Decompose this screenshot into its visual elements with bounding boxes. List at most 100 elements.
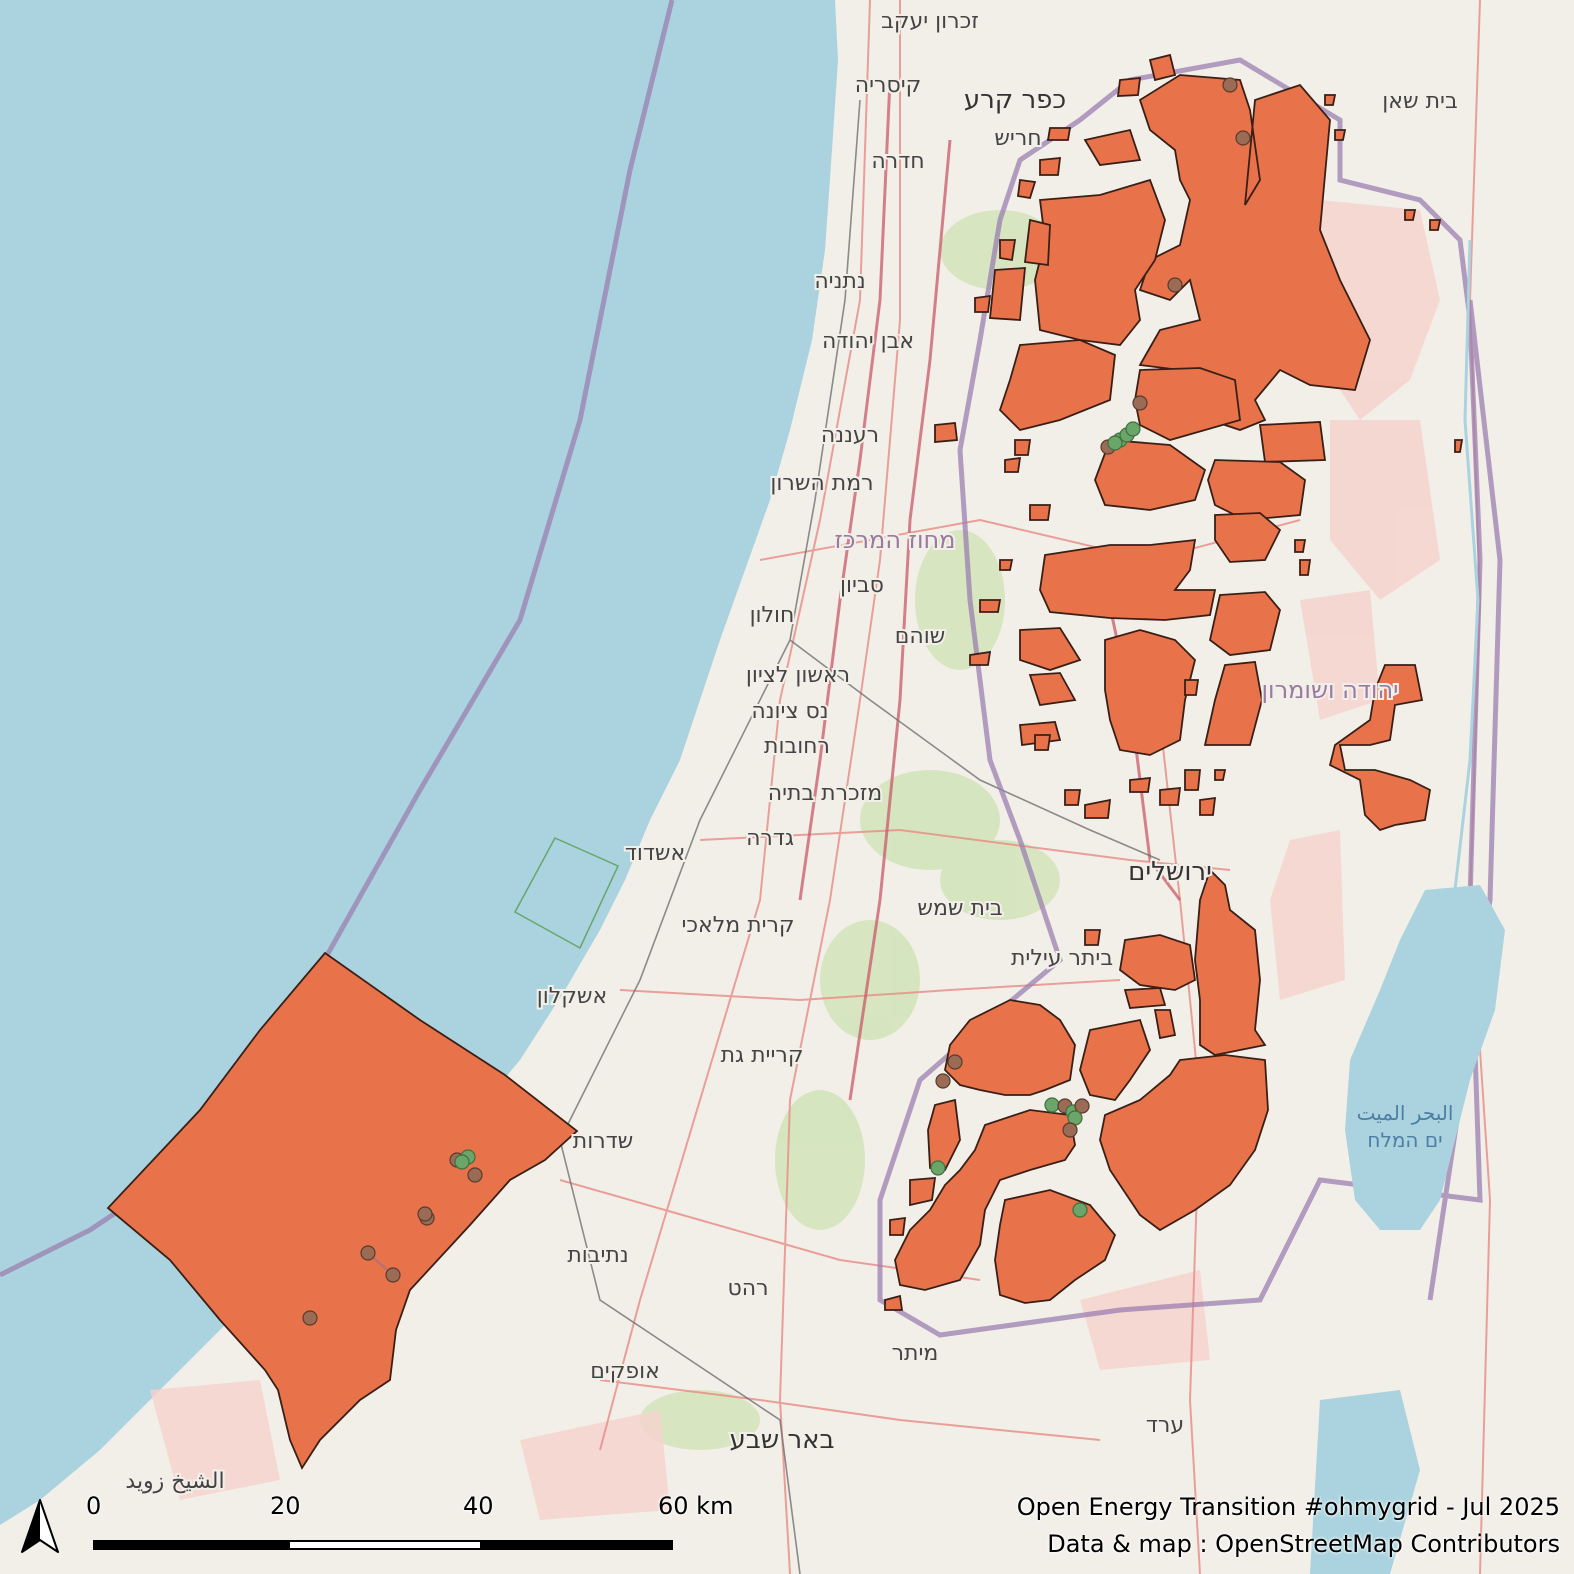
substation-point[interactable] [1107, 435, 1123, 451]
substation-point[interactable] [417, 1206, 433, 1222]
region-nablus-west[interactable] [998, 339, 1116, 431]
place-label: כפר קרע [964, 85, 1066, 115]
substation-point[interactable] [1062, 1122, 1078, 1138]
substation-point[interactable] [1167, 277, 1183, 293]
region-shweika[interactable] [1083, 128, 1142, 166]
place-label: חדרה [871, 149, 924, 174]
region-qalqilya[interactable] [934, 422, 959, 443]
place-label: רהט [727, 1276, 768, 1301]
north-arrow-icon [21, 1499, 59, 1553]
credit-line-2: Data & map : OpenStreetMap Contributors [1047, 1530, 1560, 1558]
place-label: ביתר עילית [1011, 946, 1113, 971]
region-bethlehem[interactable] [1119, 934, 1196, 991]
place-label: זכרון יעקב [881, 9, 979, 34]
place-label: מיתר [892, 1341, 939, 1366]
place-label: שוהם [895, 624, 946, 649]
region-tubas[interactable] [1258, 421, 1327, 463]
region-tuqu[interactable] [1123, 987, 1167, 1009]
region-jericho[interactable] [1328, 664, 1431, 832]
region-beituniya[interactable] [1028, 672, 1077, 706]
region-salfit[interactable] [1094, 439, 1207, 511]
place-label: גדרה [746, 826, 794, 851]
substation-point[interactable] [1222, 77, 1238, 93]
place-label: אופקים [590, 1359, 660, 1384]
region-fawwar[interactable] [909, 1177, 937, 1207]
region-qalqilya-north[interactable] [1024, 218, 1051, 267]
maritime-zone [513, 837, 620, 950]
place-label: חריש [994, 126, 1041, 151]
region-hebron-north[interactable] [1079, 1018, 1151, 1101]
west-bank-south-regions[interactable] [894, 868, 1269, 1304]
dead-sea [1345, 885, 1505, 1230]
place-label: ירושלים [1128, 857, 1212, 887]
place-label: נס ציונה [751, 699, 828, 724]
substation-points[interactable] [302, 77, 1251, 1326]
substation-point[interactable] [935, 1073, 951, 1089]
place-label: נתיבות [567, 1243, 628, 1268]
region-hebron-west[interactable] [944, 999, 1076, 1096]
scale-bar-segment-light [290, 1542, 480, 1548]
substation-point[interactable] [947, 1054, 963, 1070]
region-bethlehem-east[interactable] [1194, 868, 1267, 1056]
scale-label-20: 20 [270, 1492, 301, 1520]
substation-point[interactable] [1235, 130, 1251, 146]
place-label: אשדוד [625, 841, 685, 866]
substation-point[interactable] [360, 1245, 376, 1261]
place-label: בית שמש [917, 896, 1002, 921]
place-label: البحر الميت [1357, 1101, 1454, 1125]
substation-point[interactable] [385, 1267, 401, 1283]
substation-point[interactable] [1132, 395, 1148, 411]
substation-point[interactable] [467, 1167, 483, 1183]
place-label: שדרות [573, 1129, 633, 1154]
place-label: רחובות [764, 734, 830, 759]
region-as-samu[interactable] [994, 1189, 1117, 1304]
west-bank-north-regions[interactable] [934, 74, 1431, 832]
substation-point[interactable] [1072, 1202, 1088, 1218]
place-label: באר שבע [729, 1425, 834, 1455]
substation-point[interactable] [454, 1154, 470, 1170]
region-ramallah-west[interactable] [1019, 627, 1082, 671]
jordan-river [1453, 239, 1480, 891]
place-label: יהודה ושומרון [1261, 676, 1398, 704]
substation-point[interactable] [930, 1160, 946, 1176]
region-ramallah-north[interactable] [1039, 538, 1217, 621]
place-label: נתניה [814, 269, 865, 294]
place-label: קרית מלאכי [681, 913, 794, 938]
region-tulkarm[interactable] [1034, 178, 1166, 346]
substation-point[interactable] [1044, 1097, 1060, 1113]
place-label: מזכרת בתיה [768, 781, 883, 806]
place-label: רמת השרון [770, 471, 873, 496]
place-label: אבן יהודה [822, 329, 914, 354]
region-beit-ummar[interactable] [1153, 1009, 1177, 1040]
region-duma[interactable] [1214, 512, 1282, 563]
credit-line-1: Open Energy Transition #ohmygrid - Jul 2… [1016, 1493, 1560, 1521]
region-hebron-east[interactable] [1099, 1054, 1269, 1232]
scale-label-0: 0 [86, 1492, 102, 1520]
place-label: חולון [750, 603, 795, 628]
restricted-zones [150, 200, 1440, 1520]
small-enclaves[interactable] [884, 53, 1464, 1311]
region-aqraba[interactable] [1207, 459, 1306, 521]
substation-point[interactable] [302, 1310, 318, 1326]
region-jordan-valley[interactable] [1203, 661, 1263, 746]
place-label: סביון [840, 573, 884, 598]
place-label: קיסריה [855, 73, 922, 98]
place-label: אשקלון [537, 984, 607, 1009]
scale-label-40: 40 [463, 1492, 494, 1520]
scale-bar [93, 1540, 673, 1550]
dead-sea-evaporation-ponds [1310, 1390, 1420, 1574]
substation-point[interactable] [1125, 421, 1141, 437]
place-label: ים המלח [1367, 1128, 1442, 1152]
gaza-region[interactable] [106, 951, 579, 1470]
region-ramallah[interactable] [1104, 629, 1196, 756]
place-label: מחוז המרכז [835, 526, 956, 554]
place-label: ראשון לציון [746, 663, 850, 688]
railways [559, 99, 1161, 1574]
region-sinjil[interactable] [1208, 591, 1281, 656]
place-label: קריית גת [721, 1043, 804, 1068]
region-baqa[interactable] [989, 267, 1026, 321]
region-yatta[interactable] [894, 1109, 1076, 1291]
place-label: בית שאן [1382, 89, 1457, 114]
substation-point[interactable] [1074, 1098, 1090, 1114]
